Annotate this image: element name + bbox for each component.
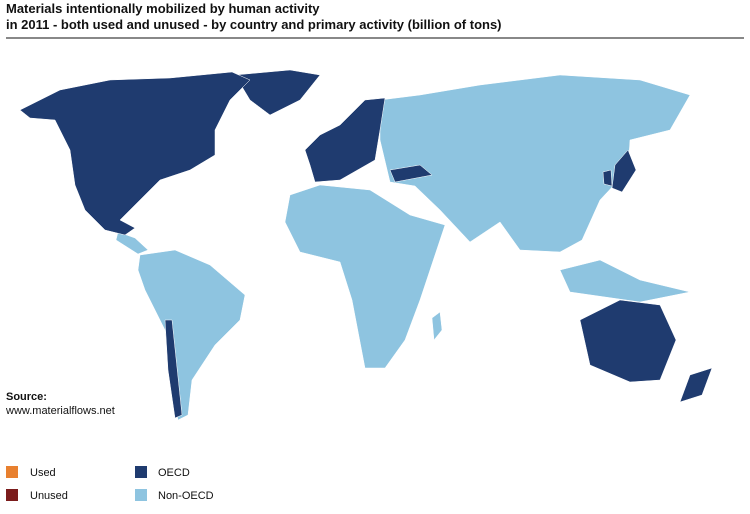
legend: Used Unused OECD Non-OECD [6, 466, 214, 502]
chile [164, 319, 183, 419]
source-url: www.materialflows.net [5, 405, 115, 417]
legend-swatch [6, 466, 18, 478]
legend-label: OECD [158, 467, 190, 479]
korea [602, 169, 613, 187]
legend-label: Used [30, 467, 56, 479]
africa [284, 184, 446, 369]
south-america [137, 249, 246, 421]
legend-label: Non-OECD [158, 490, 214, 502]
title-line: in 2011 - both used and unused - by coun… [6, 17, 502, 32]
source-label: Source: [6, 391, 47, 403]
legend-label: Unused [30, 490, 68, 502]
greenland [234, 69, 321, 116]
japan [611, 149, 637, 193]
turkey [389, 164, 433, 183]
legend-swatch [135, 489, 147, 501]
legend-swatch [6, 489, 18, 501]
legend-swatch [135, 466, 147, 478]
australia [579, 299, 677, 383]
madagascar [431, 311, 443, 341]
europe [304, 97, 386, 183]
southeast-asia-islands [559, 259, 691, 303]
world-map [19, 69, 713, 421]
new-zealand [679, 367, 713, 403]
central-america [115, 231, 149, 255]
title-line: Materials intentionally mobilized by hum… [6, 1, 320, 16]
asia [379, 74, 691, 253]
north-america [19, 71, 251, 236]
